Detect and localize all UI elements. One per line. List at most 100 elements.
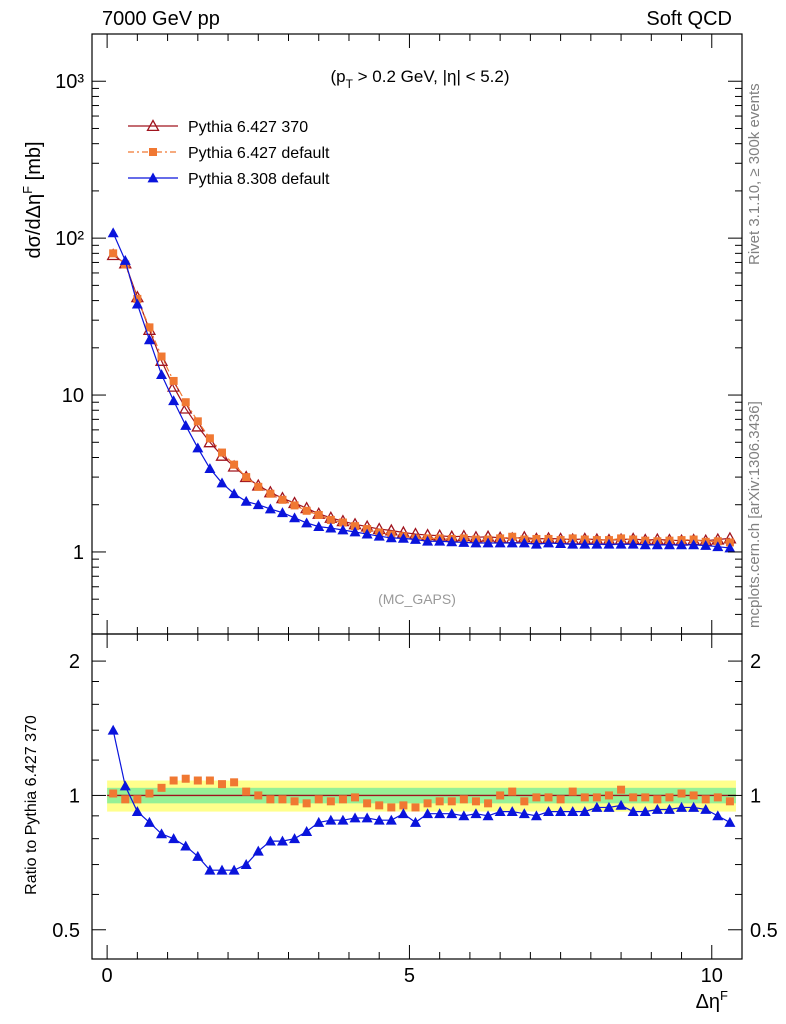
- ratio-point-pythia-6-427-default: [556, 795, 565, 804]
- ratio-point-pythia-8-308-default: [663, 803, 675, 814]
- data-point-pythia-8-308-default: [494, 537, 506, 548]
- ratio-point-pythia-6-427-default: [314, 795, 323, 804]
- data-point-pythia-8-308-default: [107, 227, 119, 238]
- data-point-pythia-8-308-default: [192, 442, 204, 453]
- ratio-point-pythia-6-427-default: [387, 803, 396, 812]
- ratio-point-pythia-6-427-default: [677, 789, 686, 798]
- ratio-point-pythia-8-308-default: [688, 801, 700, 812]
- data-point-pythia-8-308-default: [264, 503, 276, 514]
- ratio-point-pythia-8-308-default: [446, 808, 458, 819]
- ratio-point-pythia-8-308-default: [313, 816, 325, 827]
- axes: 0 5 10 1 10 10² 10³ 0.5 0.5 1 1 2 2: [52, 33, 778, 987]
- ratio-point-pythia-8-308-default: [204, 864, 216, 875]
- ratio-point-pythia-6-427-default: [629, 793, 638, 802]
- ratio-y-tick-label-left: 0.5: [52, 920, 80, 942]
- main-y-tick-label: 10²: [55, 228, 84, 250]
- ratio-point-pythia-6-427-default: [205, 776, 214, 785]
- ratio-point-pythia-6-427-default: [725, 797, 734, 806]
- ratio-point-pythia-6-427-default: [169, 776, 178, 785]
- ratio-point-pythia-6-427-default: [701, 795, 710, 804]
- data-point-pythia-6-427-default: [193, 417, 202, 426]
- data-point-pythia-8-308-default: [289, 512, 301, 523]
- data-point-pythia-8-308-default: [397, 532, 409, 543]
- data-point-pythia-6-427-default: [157, 352, 166, 361]
- ratio-point-pythia-8-308-default: [700, 803, 712, 814]
- data-point-pythia-8-308-default: [663, 539, 675, 550]
- ratio-point-pythia-6-427-default: [121, 795, 130, 804]
- ratio-point-pythia-6-427-default: [338, 795, 347, 804]
- ratio-point-pythia-6-427-default: [290, 797, 299, 806]
- ratio-point-pythia-8-308-default: [180, 840, 192, 851]
- data-point-pythia-6-427-default: [266, 489, 275, 498]
- ratio-point-pythia-6-427-default: [580, 793, 589, 802]
- data-point-pythia-8-308-default: [482, 537, 494, 548]
- ratio-point-pythia-8-308-default: [530, 810, 542, 821]
- main-plot-area: [106, 227, 737, 553]
- data-point-pythia-6-427-370: [179, 401, 193, 414]
- data-point-pythia-6-427-default: [302, 506, 311, 515]
- ratio-point-pythia-8-308-default: [409, 816, 421, 827]
- data-point-pythia-8-308-default: [567, 538, 579, 549]
- ratio-point-pythia-6-427-default: [665, 793, 674, 802]
- data-point-pythia-8-308-default: [373, 530, 385, 541]
- data-point-pythia-8-308-default: [458, 536, 470, 547]
- ratio-point-pythia-6-427-default: [423, 799, 432, 808]
- ratio-line-pythia-8-308-default: [112, 730, 731, 871]
- data-point-pythia-8-308-default: [700, 539, 712, 550]
- x-tick-label: 5: [404, 965, 415, 987]
- ratio-point-pythia-8-308-default: [240, 859, 252, 869]
- data-point-pythia-8-308-default: [276, 507, 288, 518]
- data-point-pythia-8-308-default: [530, 538, 542, 549]
- data-point-pythia-6-427-default: [314, 511, 323, 520]
- ratio-point-pythia-6-427-default: [411, 803, 420, 812]
- ratio-point-pythia-8-308-default: [506, 806, 518, 816]
- ratio-point-pythia-6-427-default: [471, 797, 480, 806]
- ratio-y-tick-label-right: 2: [750, 651, 761, 673]
- data-point-pythia-6-427-default: [205, 434, 214, 443]
- ratio-point-pythia-6-427-default: [363, 799, 372, 808]
- legend-marker-pythia-6-427-default: [149, 148, 157, 156]
- ratio-point-pythia-8-308-default: [361, 812, 373, 823]
- legend: Pythia 6.427 370 Pythia 6.427 default Pyth…: [128, 119, 330, 188]
- cut-label: (pT > 0.2 GeV, |η| < 5.2): [330, 67, 509, 91]
- data-point-pythia-6-427-default: [338, 518, 347, 527]
- data-point-pythia-8-308-default: [361, 528, 373, 539]
- data-point-pythia-6-427-370: [191, 419, 205, 432]
- data-point-pythia-8-308-default: [712, 541, 724, 552]
- data-point-pythia-8-308-default: [204, 463, 216, 473]
- ratio-point-pythia-6-427-default: [351, 793, 360, 802]
- series-line-pythia-6-427-default: [112, 252, 730, 544]
- data-point-pythia-6-427-default: [230, 460, 239, 469]
- data-point-pythia-8-308-default: [676, 539, 688, 550]
- ratio-point-pythia-8-308-default: [422, 808, 434, 819]
- legend-marker-pythia-6-427-370: [146, 119, 160, 132]
- header-left: 7000 GeV pp: [102, 8, 220, 30]
- ratio-y-axis-label: Ratio to Pythia 6.427 370: [23, 715, 40, 895]
- ratio-y-tick-label-left: 1: [69, 785, 80, 807]
- ratio-point-pythia-8-308-default: [627, 806, 639, 816]
- legend-label-pythia-8-308-default: Pythia 8.308 default: [188, 171, 330, 188]
- ratio-point-pythia-6-427-default: [375, 801, 384, 810]
- data-point-pythia-8-308-default: [168, 395, 180, 406]
- ratio-point-pythia-8-308-default: [639, 806, 651, 816]
- data-point-pythia-6-427-default: [181, 398, 190, 407]
- data-point-pythia-8-308-default: [543, 537, 555, 548]
- ratio-point-pythia-8-308-default: [579, 806, 591, 816]
- data-point-pythia-8-308-default: [228, 488, 240, 499]
- ratio-point-pythia-6-427-default: [145, 789, 154, 798]
- ratio-point-pythia-8-308-default: [385, 814, 397, 825]
- ratio-y-tick-label-left: 2: [69, 651, 80, 673]
- ratio-point-pythia-6-427-default: [266, 795, 275, 804]
- data-point-pythia-8-308-default: [603, 538, 615, 549]
- ratio-point-pythia-8-308-default: [349, 812, 361, 823]
- ratio-point-pythia-6-427-default: [689, 791, 698, 800]
- data-point-pythia-8-308-default: [119, 255, 131, 265]
- ratio-point-pythia-8-308-default: [543, 806, 555, 816]
- ratio-point-pythia-6-427-default: [435, 797, 444, 806]
- data-point-pythia-6-427-default: [568, 534, 577, 543]
- ratio-point-pythia-6-427-default: [230, 778, 239, 787]
- ratio-point-pythia-6-427-default: [532, 793, 541, 802]
- ratio-point-pythia-6-427-default: [193, 776, 202, 785]
- data-point-pythia-8-308-default: [409, 534, 421, 544]
